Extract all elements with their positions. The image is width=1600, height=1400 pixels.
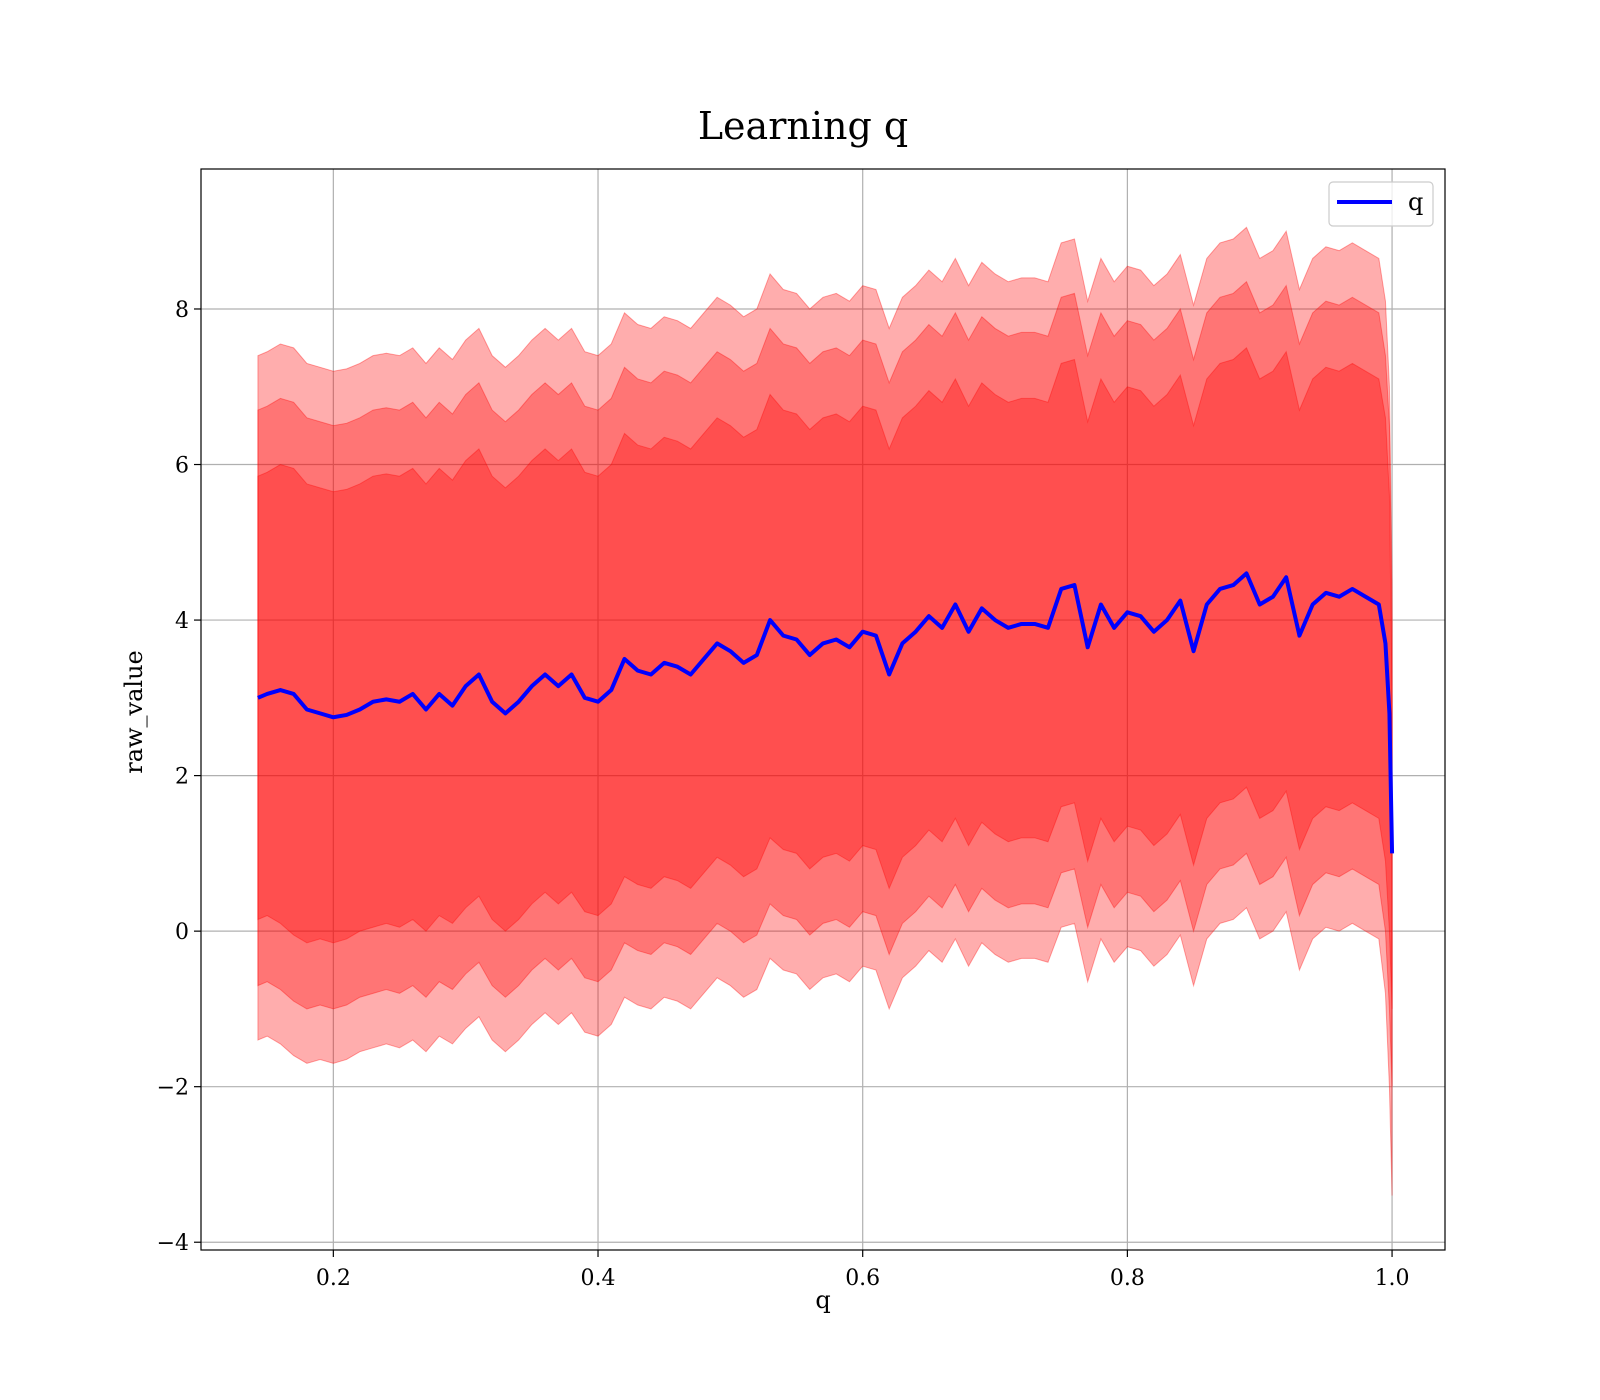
grid — [201, 169, 1445, 1250]
y-tick-label-4: 4 — [175, 609, 189, 634]
plot-frame — [200, 168, 1446, 1251]
band-2 — [257, 226, 1393, 1196]
y-axis-label: raw_value — [120, 650, 148, 774]
x-tick-label-0: 0.2 — [316, 1266, 351, 1291]
x-tick-label-1: 0.4 — [581, 1266, 616, 1291]
y-tick-label-1: −2 — [157, 1076, 189, 1101]
x-ticks: 0.2 0.4 0.6 0.8 1.0 — [316, 1250, 1410, 1291]
y-ticks: −4 −2 0 2 4 6 8 — [157, 298, 201, 1256]
legend-label-q: q — [1408, 188, 1423, 216]
y-tick-label-3: 2 — [175, 765, 189, 790]
y-tick-label-0: −4 — [157, 1231, 189, 1256]
x-tick-label-4: 1.0 — [1375, 1266, 1410, 1291]
x-axis-label: q — [815, 1286, 830, 1314]
band-0 — [257, 347, 1393, 1009]
series-lines — [257, 571, 1395, 854]
band-1 — [257, 280, 1393, 1087]
y-tick-label-5: 6 — [175, 454, 189, 479]
legend: q — [1328, 181, 1434, 227]
y-tick-label-2: 0 — [175, 920, 189, 945]
confidence-bands — [257, 226, 1393, 1196]
y-tick-label-6: 8 — [175, 298, 189, 323]
series-line-q — [257, 571, 1395, 854]
x-tick-label-2: 0.6 — [845, 1266, 880, 1291]
chart-title: Learning q — [698, 104, 908, 148]
x-tick-label-3: 0.8 — [1110, 1266, 1145, 1291]
